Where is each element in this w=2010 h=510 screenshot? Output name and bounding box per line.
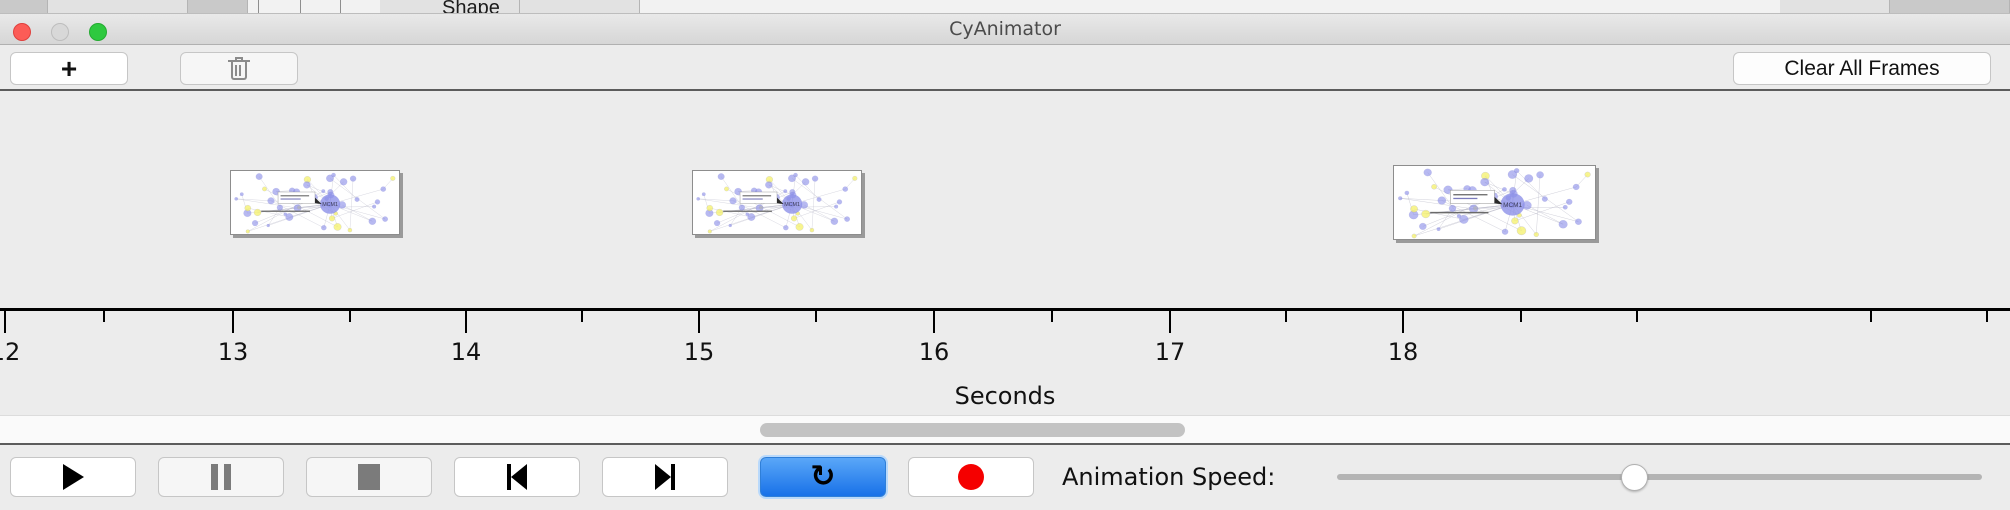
- play-icon: [62, 464, 84, 490]
- skip-next-icon: [653, 464, 677, 490]
- bg-window-segment: [0, 0, 48, 13]
- ruler-tick-label: 16: [918, 338, 950, 366]
- bg-window-segment: [520, 0, 640, 13]
- record-button[interactable]: [908, 457, 1034, 497]
- ruler-tick-label: 12: [0, 338, 21, 366]
- maximize-icon[interactable]: [89, 23, 107, 41]
- ruler-tick-minor: [1636, 311, 1638, 322]
- network-graph: MCM1: [234, 172, 396, 234]
- clear-all-frames-label: Clear All Frames: [1784, 56, 1940, 80]
- toolbar: + Clear All Frames: [0, 45, 2010, 91]
- ruler-tick-minor: [103, 311, 105, 322]
- previous-frame-button[interactable]: [454, 457, 580, 497]
- ruler-tick-major: [1402, 311, 1404, 333]
- ruler-tick-major: [4, 311, 6, 333]
- network-hub-label: MCM1: [784, 202, 800, 208]
- ruler-tick-label: 17: [1154, 338, 1186, 366]
- minimize-icon[interactable]: [51, 23, 69, 41]
- timeline-frame[interactable]: MCM1: [230, 170, 400, 235]
- playback-bar: ↻ Animation Speed:: [0, 447, 2010, 510]
- ruler-tick-minor: [1986, 311, 1988, 322]
- animation-speed-slider[interactable]: [1337, 457, 1982, 497]
- clear-all-frames-button[interactable]: Clear All Frames: [1733, 52, 1991, 85]
- axis-label: Seconds: [954, 382, 1056, 410]
- bg-window-segment: [380, 0, 520, 13]
- network-hub-label: MCM1: [322, 202, 338, 208]
- stop-button[interactable]: [306, 457, 432, 497]
- record-icon: [958, 464, 984, 490]
- ruler-tick-major: [698, 311, 700, 333]
- ruler-tick-minor: [349, 311, 351, 322]
- loop-button[interactable]: ↻: [760, 457, 886, 497]
- network-hub-label: MCM1: [1503, 202, 1522, 209]
- close-icon[interactable]: [13, 23, 31, 41]
- ruler-tick-minor: [1520, 311, 1522, 322]
- bg-window-label: Shape: [442, 0, 500, 14]
- horizontal-scrollbar[interactable]: [0, 415, 2010, 445]
- ruler-tick-label: 13: [217, 338, 249, 366]
- ruler-tick-label: 15: [683, 338, 715, 366]
- next-frame-button[interactable]: [602, 457, 728, 497]
- plus-icon: +: [60, 52, 78, 84]
- timeline-frame[interactable]: MCM1: [692, 170, 862, 235]
- play-button[interactable]: [10, 457, 136, 497]
- ruler-tick-label: 18: [1387, 338, 1419, 366]
- ruler-tick-minor: [815, 311, 817, 322]
- ruler-tick-minor: [1285, 311, 1287, 322]
- frames-layer: MCM1 MCM1 MCM1: [0, 93, 2010, 308]
- pause-icon: [211, 464, 231, 490]
- timeline-frame[interactable]: MCM1: [1393, 165, 1596, 240]
- ruler-tick-minor: [1870, 311, 1872, 322]
- pause-button[interactable]: [158, 457, 284, 497]
- scrollbar-thumb[interactable]: [760, 423, 1185, 437]
- bg-window-segment: [1890, 0, 2010, 13]
- title-bar: CyAnimator: [0, 14, 2010, 45]
- ruler-tick-minor: [1051, 311, 1053, 322]
- trash-icon: [228, 56, 250, 81]
- ruler-baseline: [0, 308, 2010, 311]
- add-frame-button[interactable]: +: [10, 52, 128, 85]
- slider-track: [1337, 474, 1982, 480]
- window-title: CyAnimator: [949, 18, 1061, 40]
- stop-icon: [358, 464, 380, 490]
- ruler-tick-label: 14: [450, 338, 482, 366]
- network-graph: MCM1: [696, 172, 858, 234]
- timeline-panel[interactable]: MCM1 MCM1 MCM1 12 13 14 15 16 17 18 Seconds: [0, 93, 2010, 415]
- ruler-tick-major: [1169, 311, 1171, 333]
- timeline-ruler: 12 13 14 15 16 17 18 Seconds: [0, 308, 2010, 415]
- ruler-tick-major: [232, 311, 234, 333]
- bg-window-segment: [48, 0, 188, 13]
- ruler-tick-major: [933, 311, 935, 333]
- network-graph: MCM1: [1398, 168, 1591, 239]
- ruler-tick-major: [465, 311, 467, 333]
- slider-thumb[interactable]: [1621, 464, 1648, 491]
- bg-window-segment: [188, 0, 248, 13]
- ruler-tick-minor: [581, 311, 583, 322]
- bg-window-segment: [1780, 0, 1890, 13]
- loop-icon: ↻: [810, 460, 836, 493]
- background-window: Shape: [0, 0, 2010, 14]
- delete-frame-button[interactable]: [180, 52, 298, 85]
- skip-previous-icon: [505, 464, 529, 490]
- animation-speed-label: Animation Speed:: [1062, 463, 1276, 491]
